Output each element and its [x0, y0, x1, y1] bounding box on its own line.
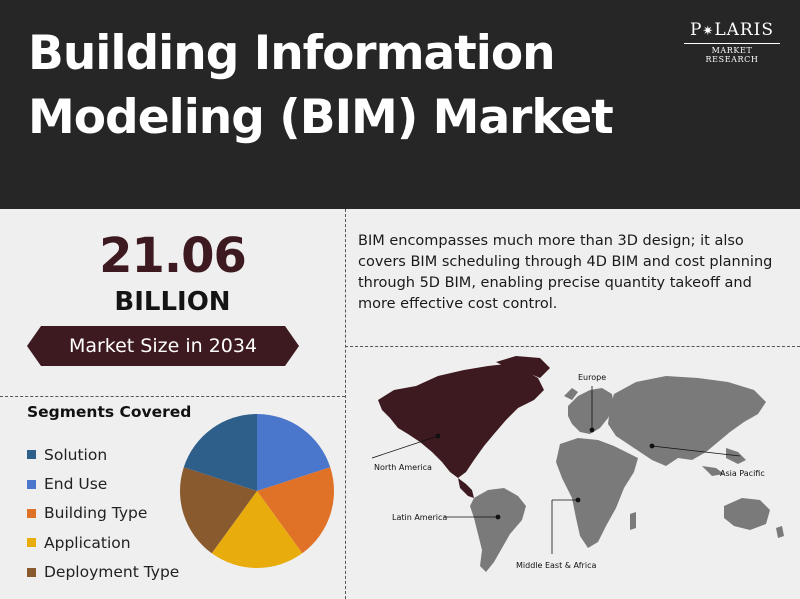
banner-shape — [27, 326, 299, 366]
label-europe: Europe — [578, 373, 606, 382]
legend-label: Building Type — [44, 504, 148, 523]
legend-item: Application — [27, 528, 179, 557]
segments-title: Segments Covered — [27, 403, 192, 421]
legend-item: Solution — [27, 440, 179, 469]
market-size-value: 21.06 — [99, 228, 247, 284]
segments-pie-chart — [180, 414, 334, 568]
legend-swatch — [27, 538, 36, 548]
mea-marker — [575, 497, 581, 503]
logo-tagline: MARKET RESEARCH — [684, 43, 780, 64]
vertical-divider — [345, 209, 346, 599]
europe-shape — [564, 388, 614, 434]
pie-slice-building-type — [257, 467, 334, 554]
legend-swatch — [27, 567, 36, 577]
oceania-shape — [724, 498, 784, 538]
market-size-caption: Market Size in 2034 — [68, 335, 258, 357]
pie-slice-deployment-type — [180, 467, 257, 554]
title-line-2: Modeling (BIM) Market — [28, 90, 614, 145]
legend-label: Deployment Type — [44, 563, 180, 582]
pie-slice-solution — [183, 414, 257, 491]
north-america-marker — [435, 433, 441, 439]
market-size-banner: Market Size in 2034 — [27, 326, 299, 366]
label-asia-pacific: Asia Pacific — [720, 469, 765, 478]
legend-swatch — [27, 450, 36, 460]
asia-shape — [608, 376, 766, 476]
label-mea: Middle East & Africa — [516, 561, 596, 570]
polaris-logo: P✷LARIS MARKET RESEARCH — [684, 20, 780, 64]
header-banner: Building Information Modeling (BIM) Mark… — [0, 0, 800, 209]
compass-star-icon: ✷ — [702, 24, 715, 39]
market-size-unit: BILLION — [114, 287, 231, 317]
pie-slice-end-use — [257, 414, 331, 491]
legend-item: Deployment Type — [27, 558, 179, 587]
legend-item: Building Type — [27, 499, 179, 528]
title-line-1: Building Information — [28, 26, 556, 81]
africa-shape — [556, 438, 638, 548]
label-north-america: North America — [374, 463, 432, 472]
horizontal-divider-left — [0, 396, 345, 397]
pie-legend: Solution End Use Building Type Application D… — [27, 440, 179, 587]
legend-swatch — [27, 479, 36, 489]
asia-pacific-marker — [649, 443, 655, 449]
north-america-shape — [378, 356, 550, 498]
europe-marker — [589, 427, 595, 433]
legend-label: Application — [44, 533, 131, 552]
page-title: Building Information Modeling (BIM) Mark… — [28, 22, 668, 150]
legend-label: Solution — [44, 445, 108, 464]
legend-swatch — [27, 508, 36, 518]
legend-item: End Use — [27, 469, 179, 498]
legend-label: End Use — [44, 475, 108, 494]
logo-wordmark: P✷LARIS — [689, 20, 775, 40]
label-latin-america: Latin America — [392, 513, 447, 522]
pie-slice-application — [211, 491, 303, 568]
map-callouts — [371, 386, 741, 554]
latin-america-marker — [495, 514, 501, 520]
horizontal-divider-right — [345, 346, 800, 347]
market-description: BIM encompasses much more than 3D design… — [358, 233, 773, 312]
latin-america-shape — [470, 488, 526, 572]
world-map: North America Europe Asia Pacific Latin … — [371, 356, 784, 572]
